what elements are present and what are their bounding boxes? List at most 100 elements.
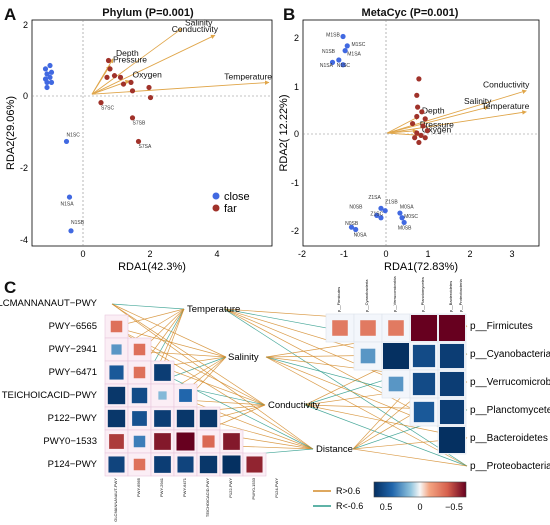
a-point-close [44, 84, 50, 91]
b-point-close [342, 48, 348, 54]
a-point-far [104, 74, 110, 80]
b-point-close [344, 43, 350, 49]
b-sample-label: N1SA [320, 63, 334, 69]
phylum-heat-cell [439, 399, 465, 425]
b-point-far [416, 76, 422, 82]
b-vector-salinity [387, 105, 489, 134]
colorbar-tick: 0.5 [380, 502, 393, 512]
a-sample-label: N1SB [71, 220, 85, 226]
a-vector-label-depth: Depth [116, 48, 139, 58]
pathway-heat-cell [110, 320, 123, 333]
network-edge [304, 404, 468, 467]
legend-close-label: close [224, 191, 250, 203]
network-edge [111, 303, 185, 310]
pathway-heat-cell [177, 456, 194, 473]
pathway-heat-cell [133, 458, 146, 471]
a-vector-label-pressure: Pressure [113, 55, 147, 65]
pathway-bottom-label: P124-PWY [274, 478, 279, 498]
pathway-heat-cell [133, 343, 146, 356]
b-point-far [419, 109, 425, 115]
b-point-far [424, 128, 430, 134]
phylum-heat-cell [383, 343, 409, 369]
b-vector-label-depth: Depth [422, 106, 445, 116]
b-point-far [420, 123, 426, 129]
panel-letter-b: B [283, 5, 295, 24]
phylum-heat-cell [332, 320, 348, 336]
a-sample-label: S7SB [133, 121, 146, 127]
panel-a-plot-area [31, 19, 273, 247]
a-vector-temperature [91, 80, 270, 95]
phylum-label-cyanobacteria: p__Cyanobacteria [470, 349, 550, 360]
panel-b-ytick: 2 [294, 33, 299, 43]
network-edge [111, 303, 227, 358]
panel-a-points [42, 57, 154, 234]
a-point-far [111, 73, 118, 79]
b-vector-depth [387, 116, 420, 134]
b-sample-label: Z1SC [370, 211, 383, 217]
a-point-close [48, 69, 55, 75]
phylum-label-firmicutes: p__Firmicutes [470, 321, 533, 332]
pathway-heat-cell [133, 366, 146, 379]
b-sample-label: M1SB [326, 32, 340, 38]
pathway-bottom-label: P122-PWY [228, 478, 233, 498]
panel-b-ytick: 0 [294, 129, 299, 139]
a-vector-salinity [91, 28, 183, 95]
a-point-far [147, 94, 154, 101]
b-point-far [418, 132, 424, 138]
phylum-label-proteobacteria: p__Proteobacteria [470, 461, 550, 472]
phylum-top-label: p__Proteobacteria [458, 279, 463, 312]
legend-negative-label: R<-0.6 [336, 501, 363, 511]
phylum-label-planctomycetes: p__Planctomycetes [470, 405, 550, 416]
b-sample-label: M1SC [351, 42, 365, 48]
pathway-bottom-label: GLCMANNANAUT-PWY [113, 478, 118, 522]
b-sample-label: N1SC [337, 63, 351, 69]
pathway-label-pwy6471: PWY−6471 [49, 367, 97, 378]
a-sample-label: S7SC [101, 105, 114, 111]
pathway-heat-cell [176, 432, 195, 451]
pathway-heat-cell [154, 433, 171, 450]
pathway-heat-cell [109, 434, 124, 449]
pathway-heat-cell [154, 410, 171, 427]
a-vector-pressure [91, 65, 111, 95]
b-sample-label: M1SA [347, 51, 361, 57]
b-vector-label-pressure: Pressure [420, 120, 454, 130]
a-point-far [129, 115, 136, 121]
phylum-heat-cell [360, 320, 376, 336]
a-point-far [135, 138, 142, 145]
pathway-label-p122: P122−PWY [48, 413, 98, 424]
a-vector-label-oxygen: Oxygen [133, 70, 163, 80]
panel-a-ytick: 2 [23, 20, 28, 30]
a-point-close [42, 66, 49, 72]
a-point-close [44, 79, 50, 86]
pathway-label-glcmannanaut: GLCMANNANAUT−PWY [0, 298, 98, 309]
a-sample-label: S7SA [139, 144, 152, 150]
phylum-top-label: p__Verrucomicrobia [392, 276, 397, 312]
b-sample-label: M0SB [398, 226, 412, 232]
panel-b-sample-labels: M1SB M1SC N1SB M1SA N1SA N1SC Z1SA Z1SB N0SB Z1SC… [320, 32, 419, 238]
a-point-far [129, 88, 136, 94]
phylum-heat-cell [388, 376, 404, 392]
b-vector-temperature [387, 110, 527, 134]
a-vector-label-conductivity: Conductivity [172, 24, 219, 34]
b-vector-label-conductivity: Conductivity [483, 80, 530, 90]
phylum-heat-cell [439, 343, 465, 369]
pathway-heat-cell [154, 456, 171, 473]
b-sample-label: N1SB [322, 49, 336, 55]
a-point-close [63, 138, 70, 145]
pathway-heat-cell [199, 455, 218, 474]
pathway-label-pwy01533: PWY0−1533 [43, 436, 97, 447]
b-point-close [340, 62, 346, 68]
b-vector-label-oxygen: Oxygen [422, 124, 452, 134]
a-vector-label-salinity: Salinity [185, 17, 213, 27]
panel-b-xtick: 2 [467, 249, 472, 259]
network-edge [111, 303, 314, 450]
a-point-far [128, 79, 134, 86]
b-point-far [414, 92, 420, 98]
pathway-label-teichoicacid: TEICHOICACID−PWY [2, 390, 98, 401]
pathway-heat-cell [176, 409, 195, 428]
a-vector-label-temperature: Temperature [224, 71, 272, 81]
pathway-heat-cell [222, 455, 241, 474]
phylum-label-verrucomicrobia: p__Verrucomicrobia [470, 377, 550, 388]
